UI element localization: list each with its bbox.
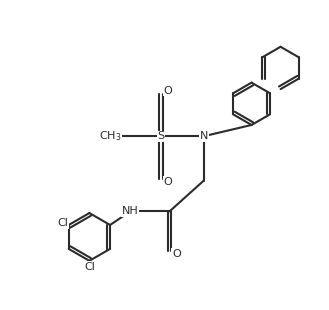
Text: Cl: Cl	[84, 262, 95, 272]
Text: O: O	[172, 249, 181, 259]
Text: N: N	[200, 131, 208, 141]
Text: O: O	[164, 177, 172, 187]
Text: S: S	[158, 131, 164, 141]
Text: NH: NH	[122, 206, 139, 216]
Text: Cl: Cl	[57, 218, 68, 228]
Text: CH$_3$: CH$_3$	[99, 129, 121, 143]
Text: O: O	[164, 86, 172, 96]
